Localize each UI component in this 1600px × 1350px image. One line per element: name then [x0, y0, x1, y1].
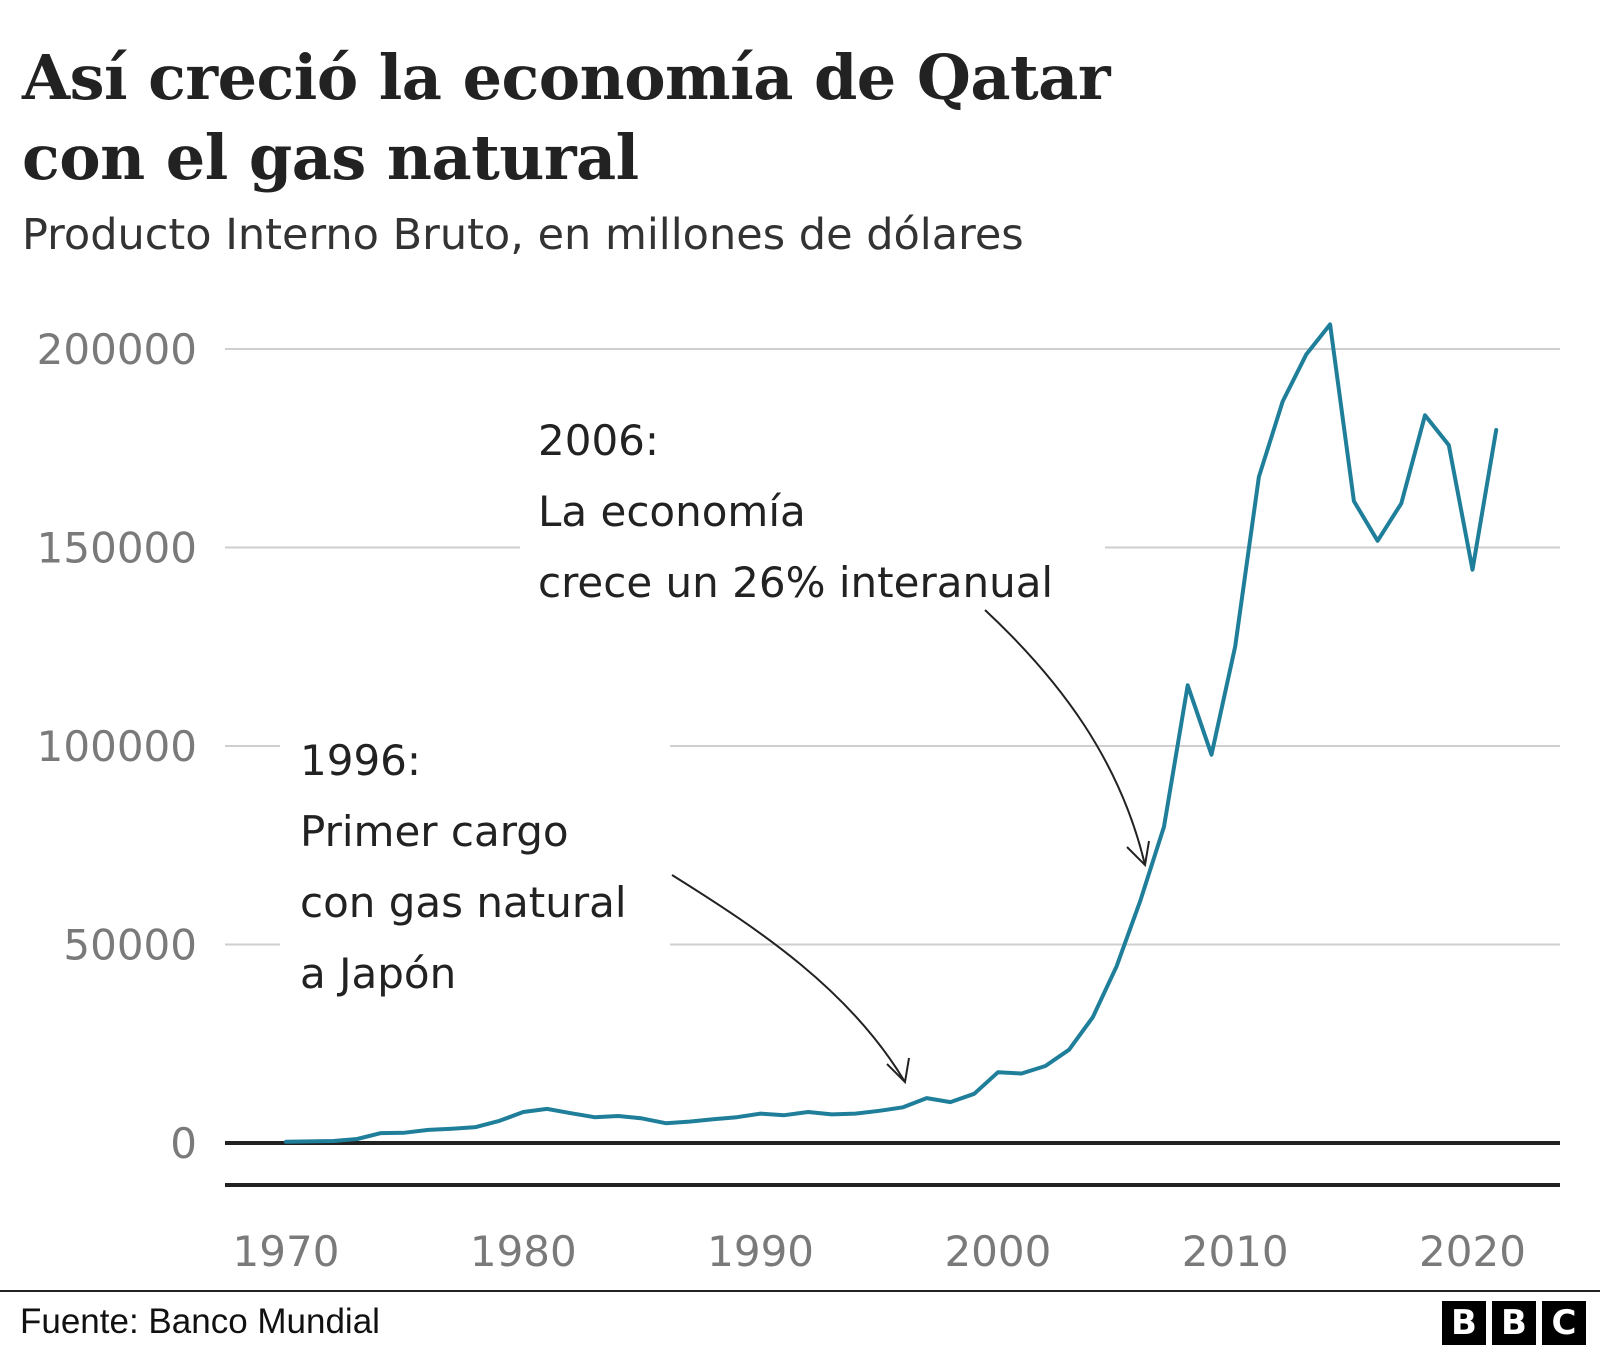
data-point	[806, 1110, 810, 1114]
data-point	[877, 1109, 881, 1113]
data-point	[1447, 443, 1451, 447]
data-point	[972, 1092, 976, 1096]
bbc-logo-letter: B	[1492, 1301, 1536, 1345]
footer-divider	[0, 1290, 1600, 1292]
y-tick-label: 150000	[37, 524, 197, 573]
data-point	[759, 1112, 763, 1116]
x-tick-label: 1990	[707, 1227, 814, 1276]
data-point	[1209, 753, 1213, 757]
annotation-background	[280, 718, 670, 1018]
data-point	[948, 1100, 952, 1104]
data-point	[474, 1125, 478, 1129]
annotation-line: 2006:	[538, 416, 659, 465]
data-point	[1304, 352, 1308, 356]
x-tick-label: 1970	[233, 1227, 340, 1276]
chart-subtitle: Producto Interno Bruto, en millones de d…	[22, 210, 1024, 260]
data-point	[1233, 644, 1237, 648]
y-tick-label: 200000	[37, 325, 197, 374]
source-note: Fuente: Banco Mundial	[20, 1302, 380, 1341]
arrow-1996-head	[886, 1057, 910, 1085]
annotation-1996: 1996: Primer cargo con gas natural a Japón	[300, 736, 627, 998]
data-point	[854, 1112, 858, 1116]
annotation-line: a Japón	[300, 949, 456, 998]
bbc-logo-letter: B	[1442, 1301, 1486, 1345]
data-point	[284, 1140, 288, 1144]
data-point	[901, 1105, 905, 1109]
data-point	[1471, 568, 1475, 572]
y-tick-label: 0	[170, 1119, 197, 1168]
x-tick-label: 2020	[1419, 1227, 1526, 1276]
data-point	[331, 1139, 335, 1143]
data-point	[687, 1120, 691, 1124]
data-point	[1399, 501, 1403, 505]
chart-title: Así creció la economía de Qatar con el g…	[22, 41, 1111, 194]
arrow-2006	[984, 609, 1146, 866]
x-tick-label: 2010	[1182, 1227, 1289, 1276]
gdp-line-chart: 0 50000 100000 150000 200000 1970 1980 1990 2000…	[37, 322, 1560, 1276]
data-point	[664, 1121, 668, 1125]
data-point	[996, 1070, 1000, 1074]
data-point	[403, 1131, 407, 1135]
data-point	[1494, 428, 1498, 432]
annotation-2006: 2006: La economía crece un 26% interanual	[538, 416, 1053, 607]
x-tick-label: 1980	[470, 1227, 577, 1276]
data-point	[592, 1115, 596, 1119]
arrow-2006-head	[1126, 840, 1150, 868]
data-point	[450, 1127, 454, 1131]
annotation-line: Primer cargo	[300, 807, 569, 856]
data-point	[498, 1119, 502, 1123]
data-point	[1423, 413, 1427, 417]
data-point	[925, 1096, 929, 1100]
data-point	[379, 1131, 383, 1135]
data-point	[1352, 499, 1356, 503]
bbc-logo: B B C	[1442, 1301, 1586, 1345]
data-point	[711, 1117, 715, 1121]
y-tick-label: 100000	[37, 722, 197, 771]
data-point	[830, 1112, 834, 1116]
data-point	[521, 1110, 525, 1114]
annotation-line: crece un 26% interanual	[538, 558, 1053, 607]
data-point	[426, 1128, 430, 1132]
data-point	[1115, 964, 1119, 968]
data-point	[1043, 1064, 1047, 1068]
gdp-series-line	[284, 322, 1499, 1144]
annotation-background	[520, 398, 1105, 618]
data-point	[1162, 825, 1166, 829]
annotation-line: 1996:	[300, 736, 421, 785]
data-point	[1020, 1072, 1024, 1076]
data-point	[1186, 683, 1190, 687]
data-point	[640, 1116, 644, 1120]
data-point	[1257, 475, 1261, 479]
x-tick-label: 2000	[944, 1227, 1051, 1276]
data-point	[1067, 1048, 1071, 1052]
data-point	[1328, 322, 1332, 326]
data-point	[569, 1111, 573, 1115]
data-point	[355, 1137, 359, 1141]
annotation-line: La economía	[538, 487, 806, 536]
data-point	[1091, 1015, 1095, 1019]
data-point	[1376, 539, 1380, 543]
data-point	[1281, 399, 1285, 403]
data-point	[735, 1115, 739, 1119]
y-tick-label: 50000	[63, 921, 197, 970]
data-point	[308, 1139, 312, 1143]
annotation-line: con gas natural	[300, 878, 627, 927]
bbc-logo-letter: C	[1542, 1301, 1586, 1345]
arrow-1996	[671, 874, 906, 1083]
data-point	[616, 1114, 620, 1118]
data-point	[782, 1113, 786, 1117]
data-point	[1138, 899, 1142, 903]
data-point	[545, 1107, 549, 1111]
